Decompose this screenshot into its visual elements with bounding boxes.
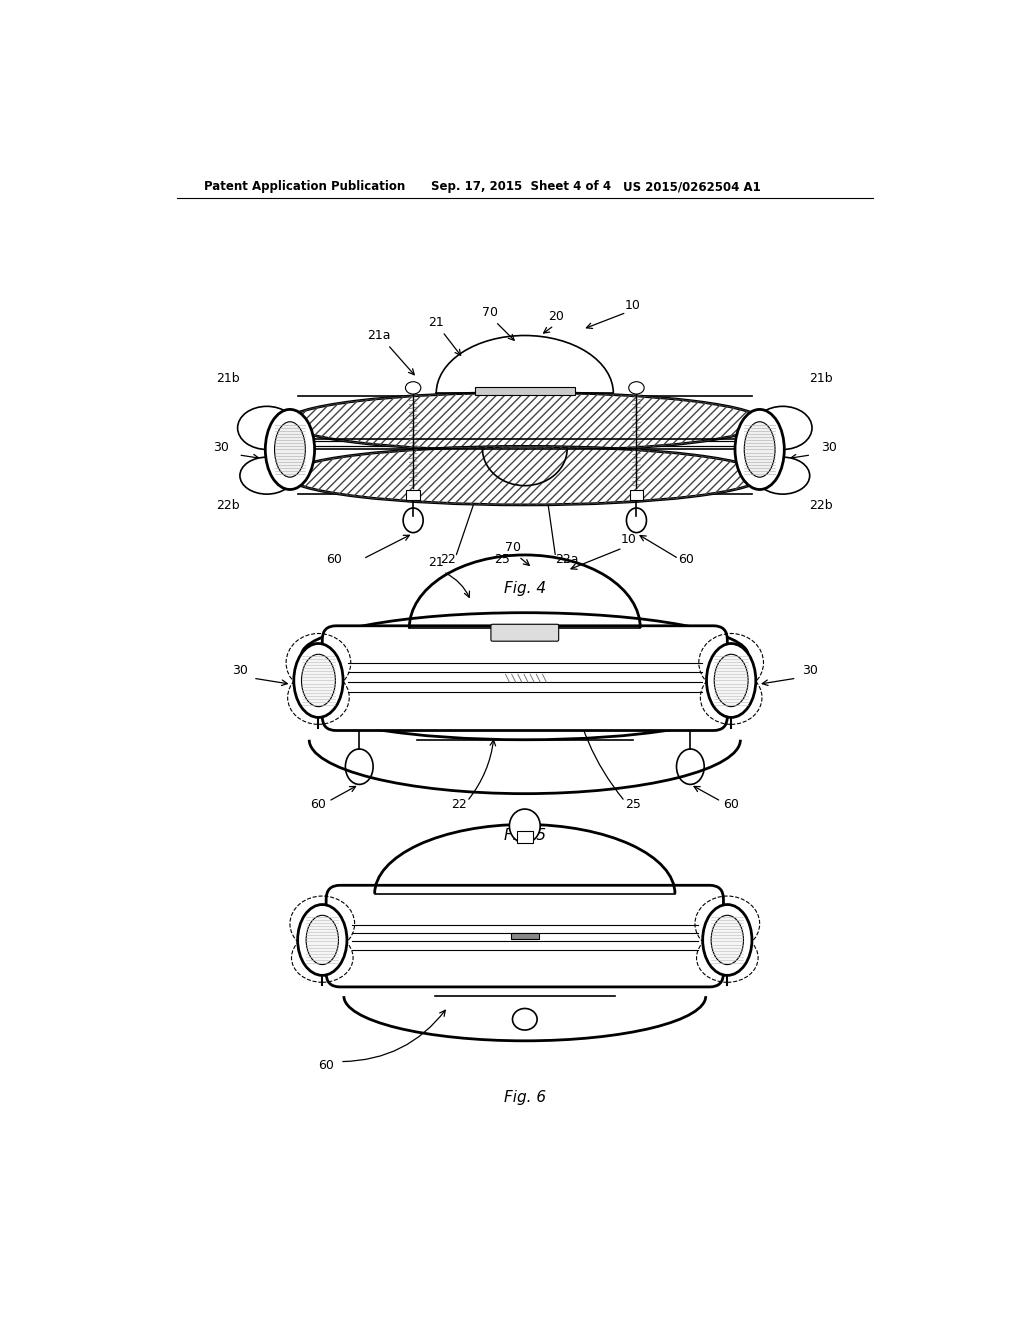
Text: 70: 70 xyxy=(482,306,498,319)
Text: 21: 21 xyxy=(428,557,444,569)
Ellipse shape xyxy=(707,644,756,718)
Text: 22b: 22b xyxy=(216,499,241,512)
Text: 22b: 22b xyxy=(809,499,834,512)
Text: Fig. 6: Fig. 6 xyxy=(504,1089,546,1105)
Ellipse shape xyxy=(286,446,764,506)
Text: 25: 25 xyxy=(494,553,510,566)
Ellipse shape xyxy=(298,904,347,975)
Text: Fig. 5: Fig. 5 xyxy=(504,828,546,843)
Ellipse shape xyxy=(403,508,423,533)
Ellipse shape xyxy=(744,422,775,478)
FancyBboxPatch shape xyxy=(630,490,643,499)
Ellipse shape xyxy=(238,407,296,449)
Text: 21a: 21a xyxy=(367,330,390,342)
Ellipse shape xyxy=(345,748,373,784)
Text: 60: 60 xyxy=(318,1059,334,1072)
Text: 20: 20 xyxy=(548,310,563,323)
Ellipse shape xyxy=(756,457,810,494)
Ellipse shape xyxy=(406,381,421,395)
Text: 70: 70 xyxy=(505,541,521,554)
Text: 25: 25 xyxy=(625,797,641,810)
Ellipse shape xyxy=(714,655,749,706)
Ellipse shape xyxy=(509,809,541,843)
Bar xyxy=(517,830,532,843)
Text: 22: 22 xyxy=(452,797,467,810)
Ellipse shape xyxy=(735,409,784,490)
Text: 10: 10 xyxy=(625,298,641,312)
Text: Fig. 4: Fig. 4 xyxy=(504,581,546,597)
Ellipse shape xyxy=(265,409,314,490)
Ellipse shape xyxy=(240,457,294,494)
Bar xyxy=(511,933,539,940)
Ellipse shape xyxy=(286,392,764,451)
Ellipse shape xyxy=(702,904,752,975)
Ellipse shape xyxy=(316,671,733,739)
Text: 21: 21 xyxy=(428,317,444,329)
Ellipse shape xyxy=(627,508,646,533)
Text: 60: 60 xyxy=(326,553,342,566)
Text: 30: 30 xyxy=(821,441,837,454)
Ellipse shape xyxy=(512,1008,538,1030)
Ellipse shape xyxy=(711,915,743,965)
Ellipse shape xyxy=(306,915,339,965)
Ellipse shape xyxy=(677,748,705,784)
Text: Patent Application Publication: Patent Application Publication xyxy=(204,181,404,194)
Ellipse shape xyxy=(754,407,812,449)
Text: 10: 10 xyxy=(621,533,637,546)
Bar xyxy=(475,387,574,395)
FancyBboxPatch shape xyxy=(407,490,420,499)
Text: 21b: 21b xyxy=(809,372,834,384)
Ellipse shape xyxy=(274,422,305,478)
Text: 22: 22 xyxy=(440,553,456,566)
Text: 60: 60 xyxy=(679,553,694,566)
Text: 21b: 21b xyxy=(216,372,241,384)
FancyBboxPatch shape xyxy=(490,624,559,642)
Text: 30: 30 xyxy=(213,441,228,454)
Text: 30: 30 xyxy=(802,664,817,677)
Text: 30: 30 xyxy=(232,664,248,677)
Text: 60: 60 xyxy=(310,797,327,810)
FancyBboxPatch shape xyxy=(326,886,724,987)
Text: 60: 60 xyxy=(723,797,739,810)
Text: Sep. 17, 2015  Sheet 4 of 4: Sep. 17, 2015 Sheet 4 of 4 xyxy=(431,181,611,194)
FancyBboxPatch shape xyxy=(323,626,727,730)
Ellipse shape xyxy=(629,381,644,395)
Ellipse shape xyxy=(301,655,336,706)
Text: US 2015/0262504 A1: US 2015/0262504 A1 xyxy=(624,181,761,194)
Text: 22a: 22a xyxy=(555,553,579,566)
Ellipse shape xyxy=(294,644,343,718)
Ellipse shape xyxy=(301,612,749,697)
